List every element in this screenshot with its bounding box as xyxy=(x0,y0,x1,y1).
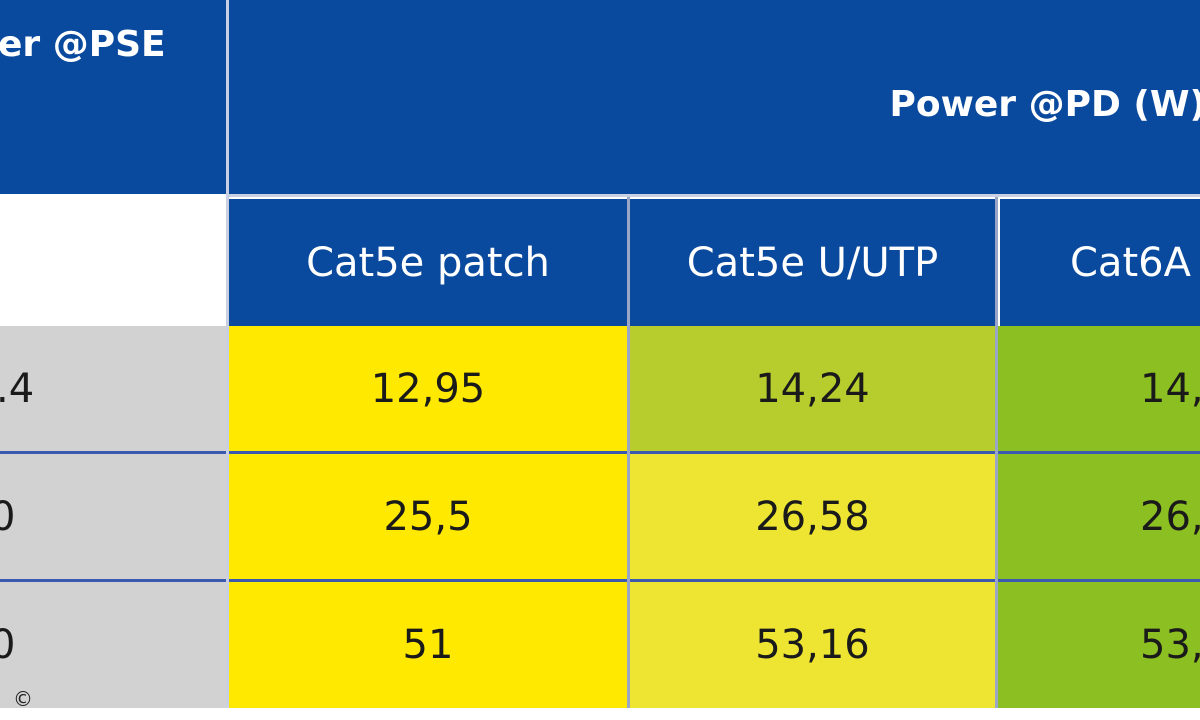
copyright-icon: © xyxy=(13,687,33,711)
subheader-blank xyxy=(0,196,228,326)
pse-value: 0 xyxy=(0,493,16,540)
table-row-2-cat6a: 26, xyxy=(998,454,1200,579)
cell-value: 53,16 xyxy=(755,622,870,668)
pse-header-label: er @PSE xyxy=(0,24,166,65)
column-header-cat6a: Cat6A xyxy=(1000,199,1200,326)
cell-value: 25,5 xyxy=(383,493,473,540)
column-divider xyxy=(995,196,998,708)
pse-value: 0 xyxy=(0,622,16,668)
column-header-label: Cat5e patch xyxy=(306,239,550,286)
table-row-2-pse: 0 xyxy=(0,454,226,579)
table-row-1-cat5e-patch: 12,95 xyxy=(229,326,627,451)
table-row-3-pse: 0 xyxy=(0,582,226,708)
column-header-cat5e-uutp: Cat5e U/UTP xyxy=(630,199,995,326)
column-divider xyxy=(226,0,229,708)
column-header-label: Cat5e U/UTP xyxy=(686,239,939,286)
pse-header: er @PSE xyxy=(0,0,226,194)
table-row-3-cat5e-uutp: 53,16 xyxy=(630,582,995,708)
column-header-label: Cat6A xyxy=(1070,239,1191,286)
table-row-1-pse: .4 xyxy=(0,326,226,451)
table-row-1-cat5e-uutp: 14,24 xyxy=(630,326,995,451)
cell-value: 26,58 xyxy=(755,493,870,540)
table-row-3-cat6a: 53, xyxy=(998,582,1200,708)
cell-value: 51 xyxy=(402,622,454,668)
pd-header-label: Power @PD (W) xyxy=(889,83,1200,125)
pd-header: Power @PD (W) xyxy=(229,0,1200,194)
column-divider xyxy=(627,196,630,708)
table-row-2-cat5e-patch: 25,5 xyxy=(229,454,627,579)
header-divider xyxy=(229,194,1200,197)
table-row-3-cat5e-patch: 51 xyxy=(229,582,627,708)
row-divider xyxy=(0,579,1200,582)
cell-value: 14, xyxy=(1140,365,1200,412)
cell-value: 53, xyxy=(1140,622,1200,668)
cell-value: 12,95 xyxy=(370,365,486,412)
cell-value: 26, xyxy=(1140,493,1200,540)
table-row-2-cat5e-uutp: 26,58 xyxy=(630,454,995,579)
pse-value: .4 xyxy=(0,365,35,412)
table-row-1-cat6a: 14, xyxy=(998,326,1200,451)
column-header-cat5e-patch: Cat5e patch xyxy=(229,199,627,326)
cell-value: 14,24 xyxy=(755,365,870,412)
row-divider xyxy=(0,451,1200,454)
